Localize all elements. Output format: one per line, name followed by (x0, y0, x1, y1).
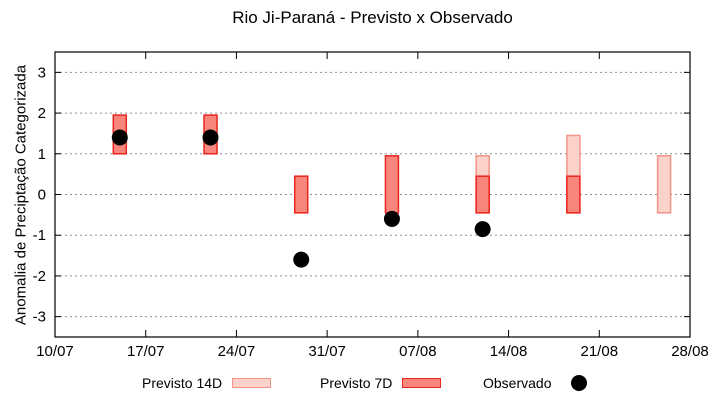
y-tick-label: 1 (38, 146, 46, 163)
y-tick-label: -3 (33, 309, 46, 326)
legend-label-previsto-7d: Previsto 7D (320, 375, 393, 391)
range-bar-previsto-7d (384, 155, 400, 214)
x-tick-label: 21/08 (581, 343, 619, 360)
legend-label-previsto-14d: Previsto 14D (142, 375, 223, 391)
x-tick-label: 14/08 (490, 343, 528, 360)
legend-item-previsto-7d: Previsto 7D (320, 372, 442, 394)
observed-dot (202, 129, 219, 146)
range-bar-previsto-14d (656, 155, 672, 214)
legend-item-observado: Observado (483, 372, 588, 394)
x-tick-label: 28/08 (671, 343, 709, 360)
x-tick-label: 10/07 (36, 343, 74, 360)
observed-dot (383, 210, 400, 227)
range-bar-previsto-7d (475, 175, 490, 214)
y-tick-label: -1 (33, 227, 46, 244)
y-tick-label: -2 (33, 268, 46, 285)
legend-swatch-previsto-14d-icon (232, 378, 272, 388)
x-tick-label: 17/07 (127, 343, 165, 360)
observed-dot (111, 129, 128, 146)
legend: Previsto 14D Previsto 7D Observado (0, 372, 720, 394)
y-tick-label: 3 (38, 64, 46, 81)
x-tick-label: 07/08 (399, 343, 437, 360)
legend-swatch-previsto-7d-icon (402, 378, 442, 388)
legend-dot-observado-icon (571, 375, 588, 391)
x-tick-label: 24/07 (218, 343, 256, 360)
observed-dot (474, 221, 491, 238)
range-bar-previsto-7d (293, 175, 309, 214)
legend-label-observado: Observado (483, 375, 552, 391)
y-tick-label: 0 (38, 187, 46, 204)
legend-item-previsto-14d: Previsto 14D (142, 372, 272, 394)
x-tick-label: 31/07 (308, 343, 346, 360)
observed-dot (293, 251, 310, 268)
y-tick-label: 2 (38, 105, 46, 122)
range-bar-previsto-7d (566, 175, 581, 214)
chart-title: Rio Ji-Paraná - Previsto x Observado (232, 8, 513, 27)
plot-border (54, 51, 691, 338)
